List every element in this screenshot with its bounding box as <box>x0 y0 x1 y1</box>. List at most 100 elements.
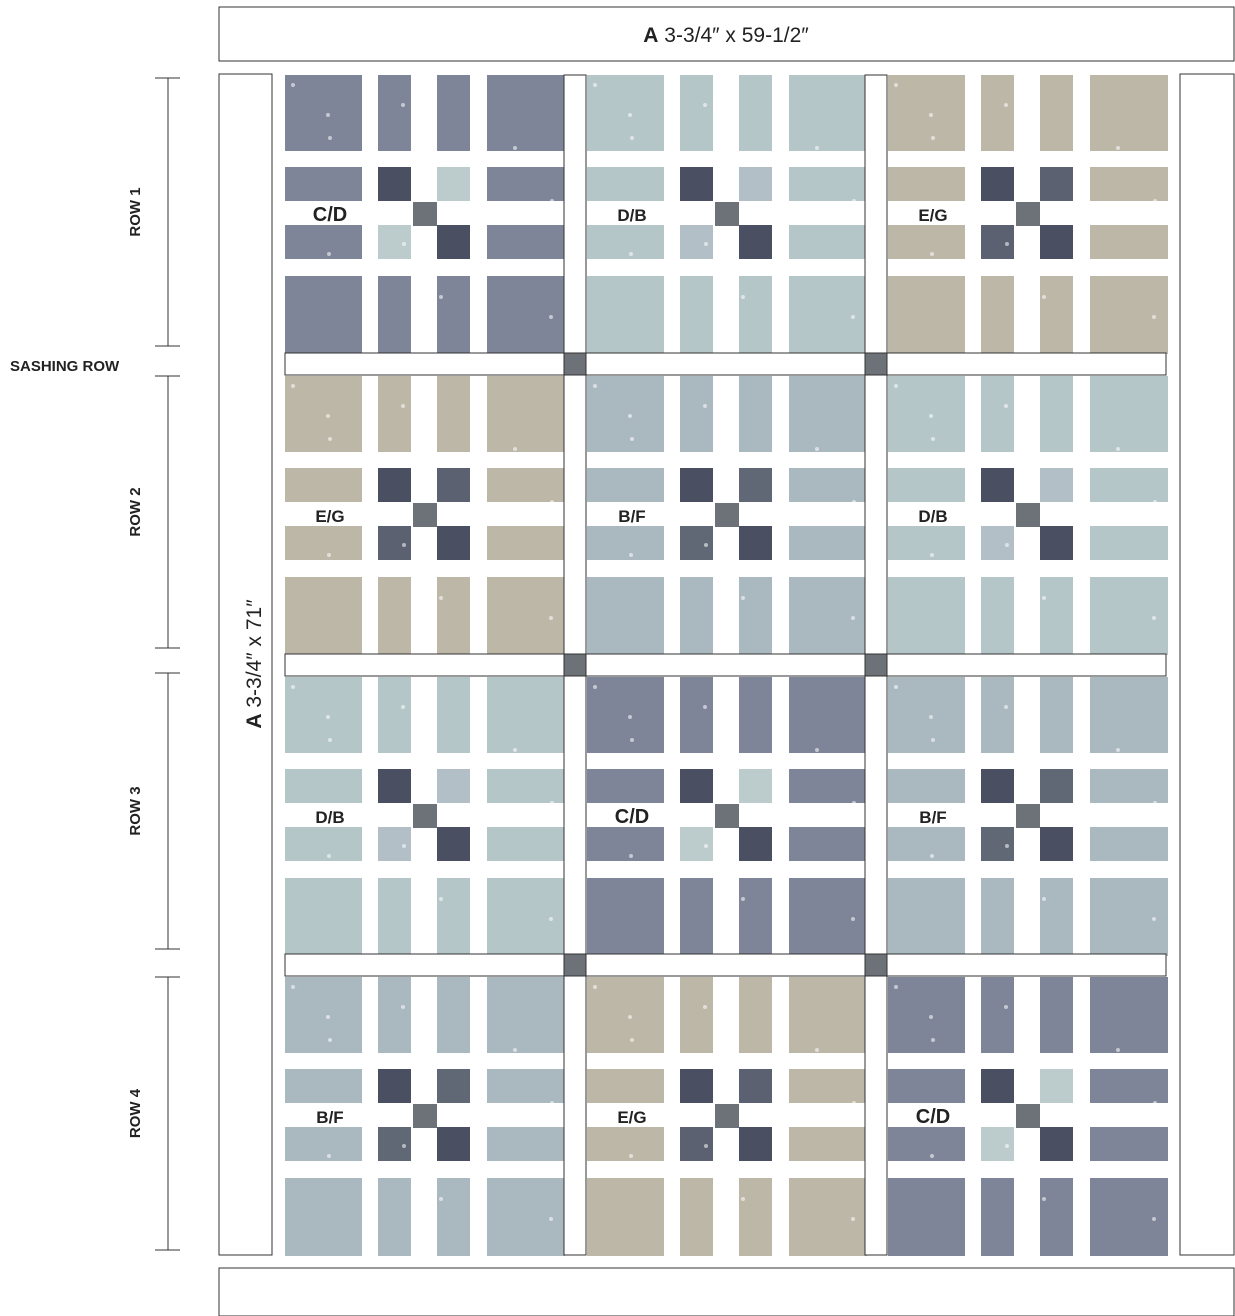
corner-square <box>487 577 565 655</box>
rail-piece <box>587 225 664 259</box>
rail-piece <box>739 1178 772 1256</box>
fabric-print-dot <box>629 553 633 557</box>
fabric-print-dot <box>328 738 332 742</box>
block-label: B/F <box>618 507 645 526</box>
rail-piece <box>739 677 772 753</box>
block-center-square <box>1016 804 1040 828</box>
horizontal-sashing <box>284 653 1167 677</box>
fabric-print-dot <box>815 447 819 451</box>
fabric-print-dot <box>702 1121 706 1125</box>
four-patch-square <box>378 1069 411 1103</box>
four-patch-square <box>739 1069 772 1103</box>
four-patch-square <box>378 526 411 560</box>
fabric-print-dot <box>550 500 554 504</box>
block-label: D/B <box>315 808 344 827</box>
block-label: C/D <box>916 1106 950 1128</box>
fabric-print-dot <box>1041 1058 1045 1062</box>
block-label: D/B <box>617 206 646 225</box>
fabric-print-dot <box>291 83 295 87</box>
rail-piece <box>587 1069 664 1103</box>
fabric-print-dot <box>930 553 934 557</box>
rail-piece <box>487 1127 565 1161</box>
fabric-print-dot <box>475 209 479 213</box>
fabric-print-dot <box>1003 821 1007 825</box>
corner-square <box>789 577 867 655</box>
fabric-print-dot <box>439 1197 443 1201</box>
quilt-block <box>285 75 565 354</box>
fabric-print-dot <box>815 1048 819 1052</box>
quilt-block <box>285 677 565 956</box>
fabric-print-dot <box>1153 1101 1157 1105</box>
four-patch-square <box>680 1127 713 1161</box>
fabric-print-dot <box>630 136 634 140</box>
rail-piece <box>587 167 664 201</box>
fabric-print-dot <box>549 1217 553 1221</box>
rail-piece <box>587 827 664 861</box>
rail-piece <box>437 577 470 655</box>
rail-piece <box>789 1069 867 1103</box>
corner-square <box>587 75 664 151</box>
fabric-print-dot <box>778 695 782 699</box>
four-patch-square <box>1040 769 1073 803</box>
block-label: E/G <box>918 206 947 225</box>
rail-piece <box>487 526 565 560</box>
block-center-square <box>715 1104 739 1128</box>
four-patch-square <box>680 827 713 861</box>
four-patch-square <box>1040 468 1073 502</box>
rail-piece <box>1090 827 1168 861</box>
quilt-block <box>587 376 867 655</box>
fabric-print-dot <box>814 262 818 266</box>
rail-piece <box>789 769 867 803</box>
fabric-print-dot <box>1153 500 1157 504</box>
rail-piece <box>739 878 772 956</box>
corner-square <box>285 577 362 655</box>
four-patch-square <box>739 1127 772 1161</box>
fabric-print-dot <box>740 758 744 762</box>
fabric-print-dot <box>702 821 706 825</box>
corner-square <box>487 376 565 452</box>
corner-square <box>487 276 565 354</box>
sashing-cornerstone <box>563 352 587 376</box>
sashing-cornerstone <box>563 953 587 977</box>
fabric-print-dot <box>740 457 744 461</box>
fabric-print-dot <box>326 113 330 117</box>
rail-piece <box>1040 878 1073 956</box>
rail-piece <box>378 1178 411 1256</box>
fabric-print-dot <box>1115 1164 1119 1168</box>
corner-square <box>888 75 965 151</box>
quilt-block <box>888 75 1168 354</box>
corner-square <box>1090 75 1168 151</box>
four-patch-square <box>739 526 772 560</box>
fabric-print-dot <box>740 156 744 160</box>
rail-piece <box>285 1127 362 1161</box>
rail-piece <box>487 468 565 502</box>
corner-square <box>888 677 965 753</box>
rail-piece <box>1040 977 1073 1053</box>
fabric-print-dot <box>1078 209 1082 213</box>
rail-piece <box>1040 677 1073 753</box>
fabric-print-dot <box>364 1207 368 1211</box>
fabric-print-dot <box>1078 1111 1082 1115</box>
fabric-print-dot <box>364 606 368 610</box>
fabric-print-dot <box>741 1197 745 1201</box>
corner-square <box>285 276 362 354</box>
corner-square <box>587 276 664 354</box>
block-label: B/F <box>919 808 946 827</box>
rail-piece <box>739 577 772 655</box>
row-guides: ROW 1 ROW 2 ROW 3 ROW 4 <box>127 77 180 1251</box>
fabric-print-dot <box>930 1154 934 1158</box>
rail-piece <box>437 878 470 956</box>
fabric-print-dot <box>703 705 707 709</box>
fabric-print-dot <box>593 985 597 989</box>
horizontal-sashing <box>284 953 1167 977</box>
fabric-print-dot <box>291 384 295 388</box>
fabric-print-dot <box>365 791 369 795</box>
fabric-print-dot <box>476 695 480 699</box>
fabric-print-dot <box>741 596 745 600</box>
four-patch-square <box>680 1069 713 1103</box>
rail-piece <box>789 468 867 502</box>
rail-piece <box>680 276 713 354</box>
block-center-square <box>413 1104 437 1128</box>
fabric-print-dot <box>327 1154 331 1158</box>
fabric-print-dot <box>704 543 708 547</box>
